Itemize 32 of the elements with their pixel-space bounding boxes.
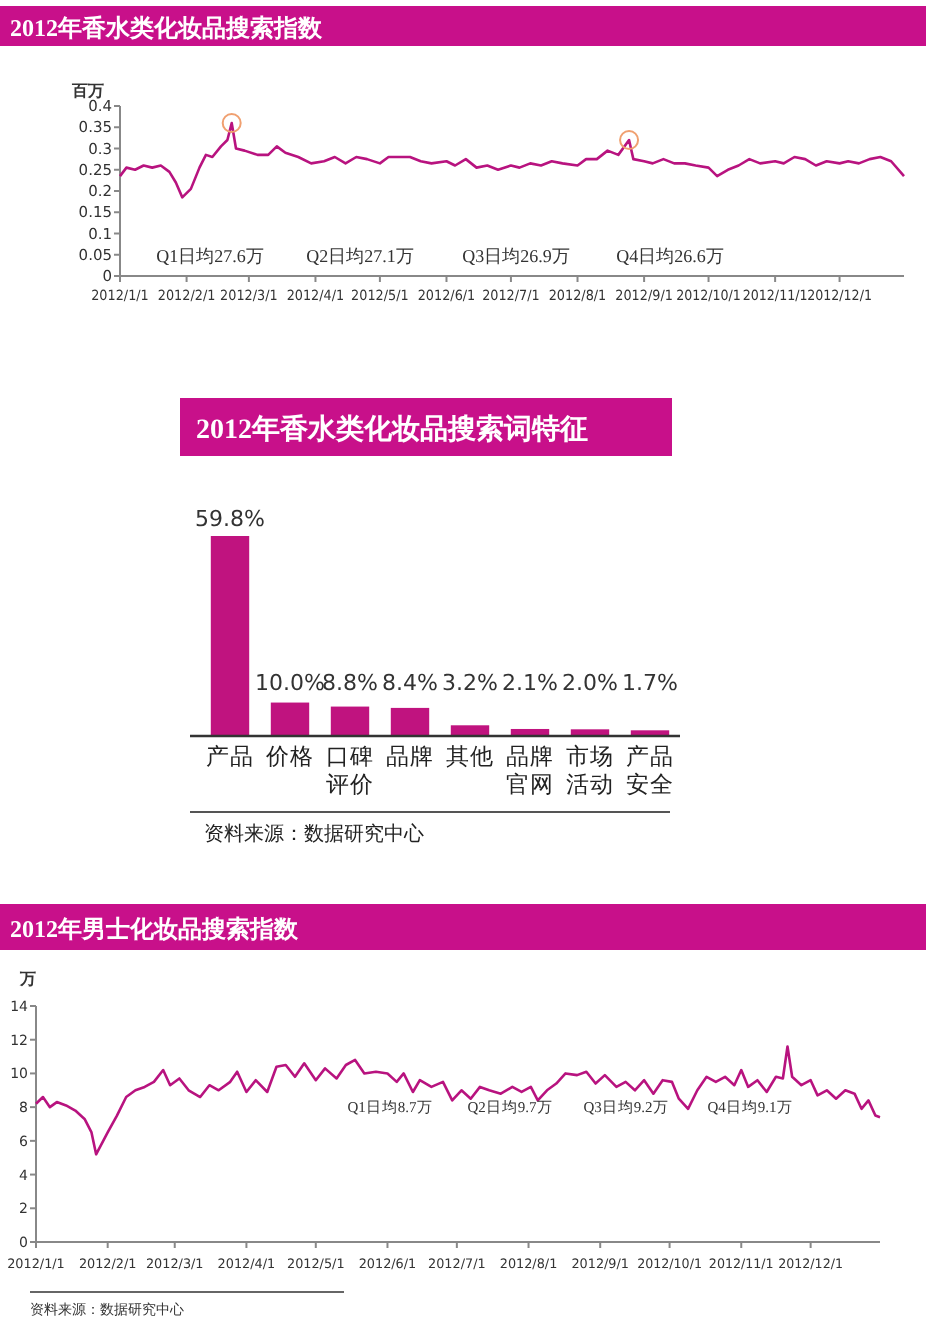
data-label: 8.8% [322,670,378,696]
data-label: 1.7% [622,670,678,696]
data-label: 8.4% [382,670,438,696]
x-tick-label: 产品 [206,742,254,770]
chart-title: 2012年男士化妆品搜索指数 [10,915,300,943]
annotation: Q3日均26.9万 [462,246,570,267]
annotation: Q1日均27.6万 [156,246,264,267]
data-label: 3.2% [442,670,498,696]
bar [270,702,310,736]
line-series [34,1045,882,1156]
x-tick-label: 品牌 [386,742,434,770]
bar [210,536,250,736]
x-tick-label: 口碑评价 [326,742,374,798]
x-tick-label: 品牌官网 [506,742,554,798]
x-tick-label: 市场活动 [566,742,614,798]
data-label: 2.1% [502,670,558,696]
bar [450,725,490,736]
bar [390,707,430,736]
x-tick-label: 产品安全 [626,742,674,798]
x-tick-label: 其他 [446,742,494,770]
chart-title: 2012年香水类化妆品搜索指数 [10,14,324,42]
data-label: 59.8% [195,506,265,532]
chart-title: 2012年香水类化妆品搜索词特征 [196,414,588,446]
y-axis-title: 万 [18,970,36,988]
text: 资料来源：数据研究中心 [204,822,424,846]
annotation: Q2日均27.1万 [306,246,414,267]
bar [330,706,370,736]
x-tick-label: 价格 [264,742,314,770]
y-axis-title: 百万 [70,82,104,100]
annotation: Q4日均26.6万 [616,246,724,267]
data-label: 10.0% [255,670,325,696]
data-label: 2.0% [562,670,618,696]
